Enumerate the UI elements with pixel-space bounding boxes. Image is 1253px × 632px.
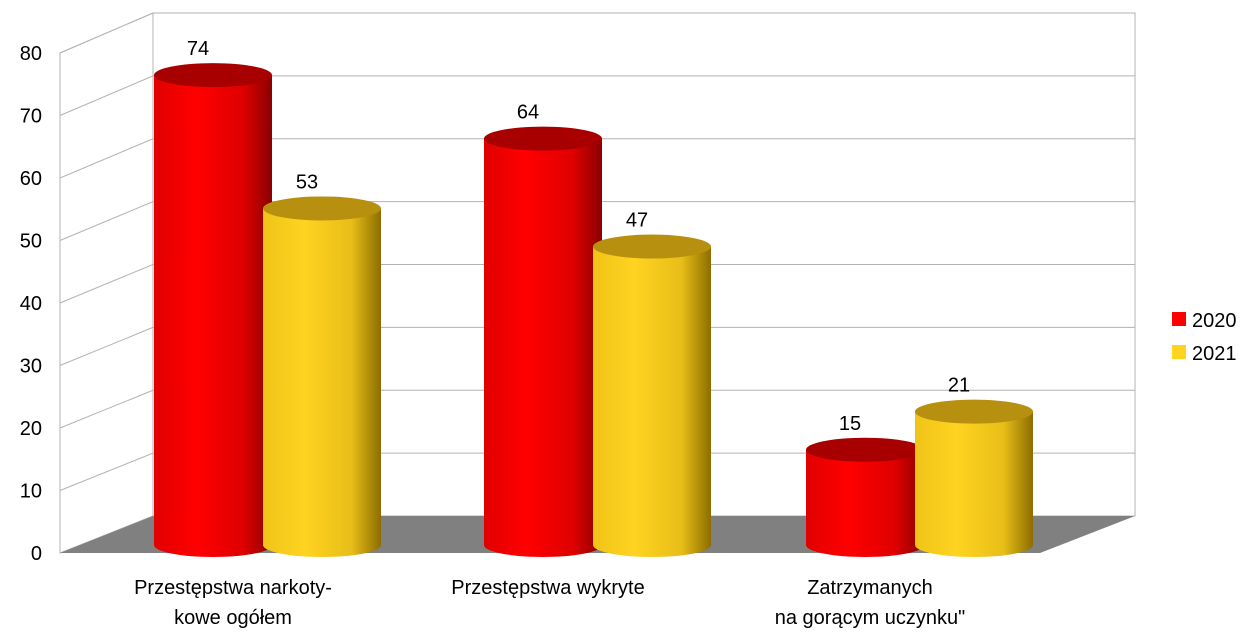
bar [806, 437, 924, 557]
cylinder-body [806, 449, 924, 557]
grid-line [59, 12, 154, 54]
grid-line [59, 264, 154, 304]
value-label: 21 [948, 375, 970, 397]
y-tick-label: 30 [20, 356, 42, 378]
cylinder-top [263, 196, 381, 221]
grid-line [59, 138, 154, 179]
cylinder-body [915, 411, 1033, 557]
y-tick-label: 40 [20, 293, 42, 315]
x-tick-label: Zatrzymanych na gorącym uczynku" [775, 577, 966, 629]
cylinder-top [484, 126, 602, 151]
cylinder-body [484, 138, 602, 557]
y-tick-label: 70 [20, 106, 42, 128]
y-tick-label: 0 [31, 543, 42, 565]
value-label: 53 [296, 171, 318, 193]
y-tick-label: 60 [20, 168, 42, 190]
bar [154, 63, 272, 557]
cylinder-top [806, 437, 924, 462]
grid-line [59, 389, 154, 429]
x-tick-label: Przestępstwa wykryte [451, 577, 644, 599]
legend-label: 2021 [1192, 343, 1237, 365]
legend-label: 2020 [1192, 310, 1237, 332]
grid-line [59, 452, 154, 491]
bar [593, 234, 711, 558]
value-label: 74 [187, 38, 209, 60]
cylinder-body [154, 75, 272, 557]
cylinder-top [154, 63, 272, 88]
legend-swatch [1172, 312, 1186, 326]
cylinder-top [593, 234, 711, 259]
grid-line [59, 201, 154, 241]
value-label: 15 [839, 413, 861, 435]
value-label: 47 [626, 210, 648, 232]
y-tick-label: 20 [20, 418, 42, 440]
cylinder-body [593, 246, 711, 558]
y-tick-label: 10 [20, 481, 42, 503]
y-tick-label: 50 [20, 231, 42, 253]
bar [915, 399, 1033, 557]
value-label: 64 [517, 102, 539, 124]
grid-line [59, 75, 154, 116]
bar [484, 126, 602, 557]
grid-line [59, 326, 154, 366]
x-tick-label: Przestępstwa narkoty-kowe ogółem [134, 577, 332, 629]
bar [263, 196, 381, 557]
legend-swatch [1172, 345, 1186, 359]
cylinder-top [915, 399, 1033, 424]
y-tick-label: 80 [20, 43, 42, 65]
cylinder-body [263, 208, 381, 557]
